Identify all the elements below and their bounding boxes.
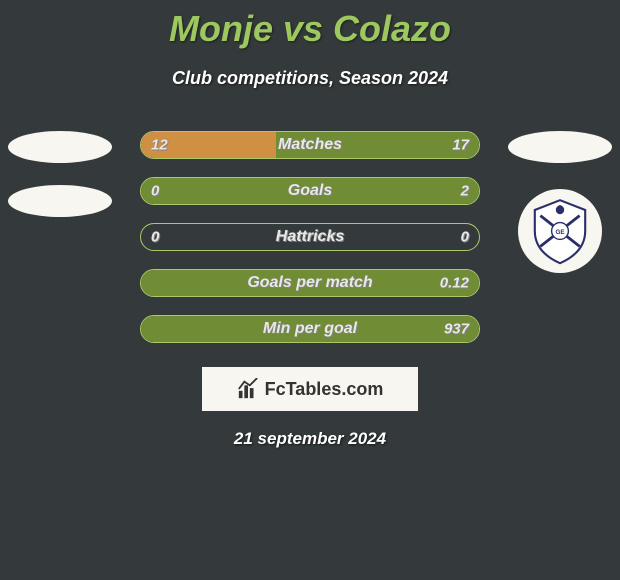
comparison-content: GE 12 Matches 17 0 Goals 2 0 Hattricks 0 Goals pe… [0,131,620,449]
stat-label: Matches [278,136,342,154]
stat-bars: 12 Matches 17 0 Goals 2 0 Hattricks 0 Goals per m… [140,131,480,343]
stat-bar: 12 Matches 17 [140,131,480,159]
stat-value-left: 0 [151,229,159,246]
left-player-placeholder-icon [8,131,112,163]
svg-text:GE: GE [555,229,564,236]
left-avatar-column [0,131,120,217]
left-club-placeholder-icon [8,185,112,217]
stat-value-left: 12 [151,137,168,154]
club-crest-icon: GE [525,196,595,266]
stat-label: Hattricks [276,228,344,246]
stat-bar: Goals per match 0.12 [140,269,480,297]
stat-value-right: 2 [461,183,469,200]
stat-label: Goals per match [247,274,372,292]
stat-bar: Min per goal 937 [140,315,480,343]
stat-value-left: 0 [151,183,159,200]
stat-bar: 0 Goals 2 [140,177,480,205]
bar-chart-icon [237,378,259,400]
right-club-logo: GE [518,189,602,273]
subtitle: Club competitions, Season 2024 [0,68,620,89]
brand-label: FcTables.com [265,379,384,400]
stat-bar: 0 Hattricks 0 [140,223,480,251]
stat-value-right: 0.12 [440,275,469,292]
stat-label: Min per goal [263,320,357,338]
stat-value-right: 937 [444,321,469,338]
stat-value-right: 0 [461,229,469,246]
right-player-placeholder-icon [508,131,612,163]
stat-label: Goals [288,182,332,200]
date-label: 21 september 2024 [0,429,620,449]
stat-value-right: 17 [452,137,469,154]
brand-box: FcTables.com [202,367,418,411]
right-avatar-column: GE [500,131,620,273]
page-title: Monje vs Colazo [0,0,620,50]
